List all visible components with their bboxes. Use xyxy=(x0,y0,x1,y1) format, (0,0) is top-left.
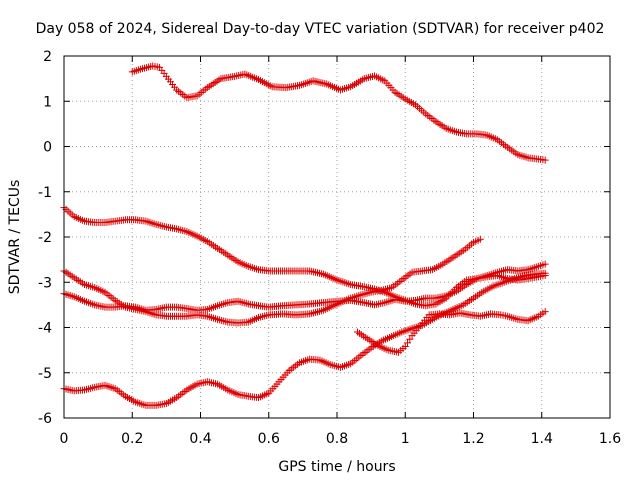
series-1 xyxy=(128,62,549,164)
y-tick-label: 0 xyxy=(43,140,52,156)
series-6 xyxy=(353,308,549,356)
y-tick-label: 2 xyxy=(43,49,52,65)
data-point-marker xyxy=(406,335,414,343)
x-tick-label: 1.6 xyxy=(599,431,621,447)
x-tick-label: 0.4 xyxy=(189,431,211,447)
data-point-marker xyxy=(476,235,484,243)
series-4 xyxy=(60,271,549,314)
y-tick-label: -6 xyxy=(38,411,52,427)
series-layer xyxy=(60,62,549,409)
series-5 xyxy=(60,269,549,409)
tick-layer: 0 0.2 0.4 0.6 0.8 1 1.2 1.4 1.6 2 1 0 -1 -2 -3 -4 -5 -6 xyxy=(38,49,621,447)
data-point-marker xyxy=(401,343,409,351)
y-tick-label: -4 xyxy=(38,321,52,337)
grid-layer xyxy=(64,56,610,418)
data-point-marker xyxy=(541,156,549,164)
y-axis-title: SDTVAR / TECUs xyxy=(7,180,23,295)
y-tick-label: -5 xyxy=(38,366,52,382)
x-tick-label: 0.6 xyxy=(258,431,280,447)
x-tick-label: 1.4 xyxy=(531,431,553,447)
series-2 xyxy=(60,204,549,310)
data-point-marker xyxy=(541,260,549,268)
x-tick-label: 1.2 xyxy=(462,431,484,447)
y-tick-label: -3 xyxy=(38,275,52,291)
x-tick-label: 0.8 xyxy=(326,431,348,447)
x-tick-label: 0.2 xyxy=(121,431,143,447)
series-3 xyxy=(60,235,484,327)
x-tick-label: 0 xyxy=(60,431,69,447)
x-axis-title: GPS time / hours xyxy=(278,459,395,475)
data-point-marker xyxy=(541,269,549,277)
data-point-marker xyxy=(541,308,549,316)
y-tick-label: 1 xyxy=(43,94,52,110)
x-tick-label: 1 xyxy=(401,431,410,447)
chart-title: Day 058 of 2024, Sidereal Day-to-day VTE… xyxy=(36,21,605,37)
data-point-marker xyxy=(404,339,412,347)
y-tick-label: -1 xyxy=(38,185,52,201)
y-tick-label: -2 xyxy=(38,230,52,246)
